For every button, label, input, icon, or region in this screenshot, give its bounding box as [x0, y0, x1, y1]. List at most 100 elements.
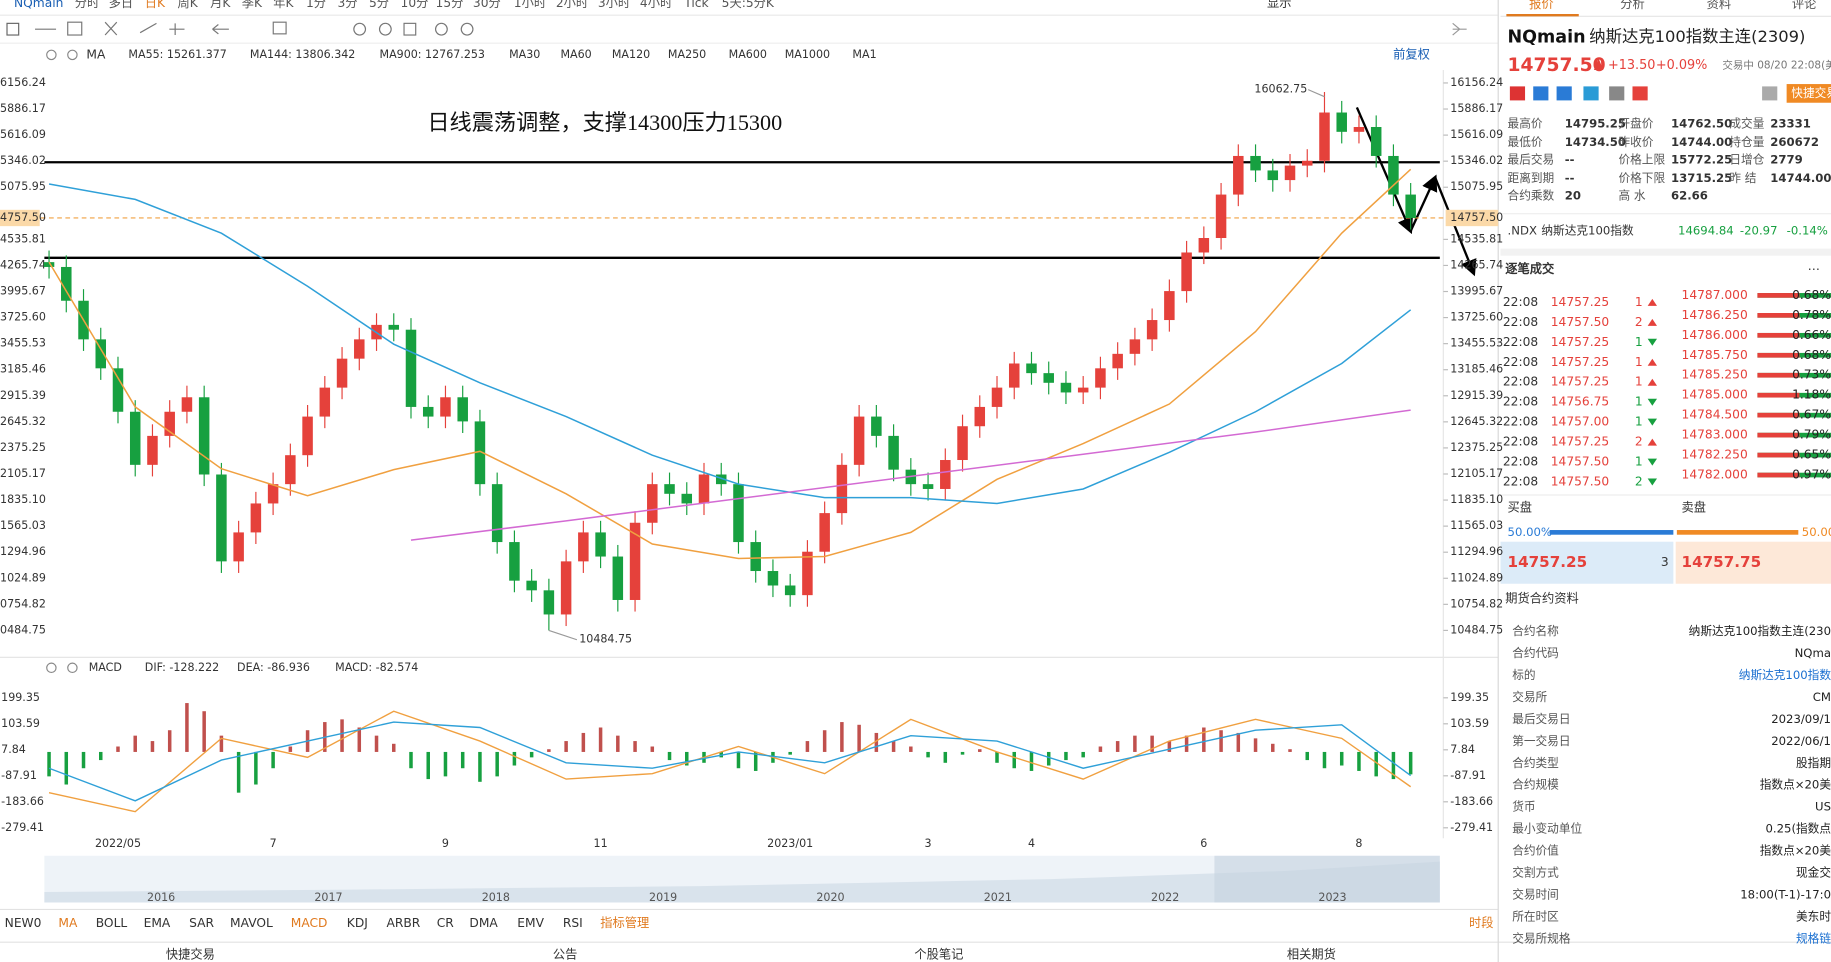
quick-trade-button[interactable]: [1786, 84, 1831, 103]
candle-body: [216, 474, 227, 562]
macd-bar: [460, 751, 465, 769]
overview-window[interactable]: [1214, 855, 1440, 903]
level-price: 14785.250: [1682, 368, 1748, 382]
macd-bar: [167, 730, 172, 752]
bottom-bar-item[interactable]: 快捷交易: [166, 946, 215, 961]
bottom-bar-item[interactable]: 个股笔记: [914, 946, 963, 961]
y-tick-label: -183.66: [1450, 795, 1493, 808]
panel-tab[interactable]: 评论: [1792, 0, 1817, 11]
candle-body: [629, 522, 641, 600]
period-button[interactable]: 多日: [109, 0, 134, 10]
indicator-tab[interactable]: KDJ: [347, 916, 368, 930]
stat-label: 昨收价: [1618, 135, 1653, 149]
indicator-tab[interactable]: ARBR: [387, 916, 421, 930]
indicator-tab[interactable]: SAR: [189, 916, 214, 930]
info-value[interactable]: 规格链: [1796, 931, 1831, 945]
period-button[interactable]: 周K: [177, 0, 198, 10]
period-label[interactable]: 时段: [1469, 915, 1494, 930]
candle-body: [1284, 165, 1296, 181]
indicator-tab[interactable]: NEW0: [5, 916, 42, 930]
period-button[interactable]: 30分: [473, 0, 501, 10]
macd-bar: [254, 751, 258, 785]
y-tick-label: -183.66: [1, 795, 44, 808]
level-price: 14785.000: [1682, 388, 1748, 402]
indicator-tab[interactable]: RSI: [563, 916, 583, 930]
period-button[interactable]: 10分: [401, 0, 429, 10]
panel-tab[interactable]: 报价: [1529, 0, 1554, 11]
trade-direction: [1647, 418, 1658, 426]
macd-bar: [81, 751, 86, 769]
indicator-tab[interactable]: EMA: [144, 916, 171, 930]
quick-trade-label[interactable]: 快捷交易: [1791, 86, 1831, 100]
trade-direction: [1647, 478, 1658, 486]
period-button[interactable]: 4小时: [640, 0, 672, 10]
period-button[interactable]: 1小时: [514, 0, 546, 10]
overview-year: 2018: [482, 891, 510, 904]
y-tick-label: 15616.09: [0, 128, 46, 141]
macd-bar: [650, 746, 655, 752]
indicator-manage[interactable]: 指标管理: [600, 915, 649, 930]
more-icon[interactable]: ⋯: [1808, 262, 1820, 276]
y-tick-label: 13185.46: [1450, 363, 1503, 376]
trade-price: 14757.25: [1551, 375, 1609, 389]
info-value[interactable]: 纳斯达克100指数: [1739, 668, 1831, 682]
indicator-tab[interactable]: EMV: [517, 916, 544, 930]
period-button[interactable]: 5天:5分K: [722, 0, 775, 10]
macd-bar: [1012, 751, 1016, 769]
ma-legend-item: MA60: [561, 48, 592, 61]
stat-label: 合约乘数: [1508, 189, 1555, 203]
period-button[interactable]: 季K: [242, 0, 263, 10]
candle-body: [474, 421, 486, 485]
info-value: 纳斯达克100指数主连(230: [1689, 624, 1831, 638]
macd-bar: [1236, 732, 1241, 752]
indicator-tab[interactable]: MA: [58, 916, 78, 930]
adjust-mode[interactable]: 前复权: [1393, 46, 1430, 61]
macd-bar: [288, 746, 293, 752]
trade-price: 14757.00: [1551, 415, 1609, 429]
display-menu[interactable]: 显示: [1267, 0, 1292, 10]
indicator-tab[interactable]: MAVOL: [230, 916, 273, 930]
change-pct: +0.09%: [1656, 58, 1708, 73]
period-button[interactable]: 1分: [306, 0, 326, 10]
y-tick-label: 13455.53: [1450, 337, 1503, 350]
info-label: 最后交易日: [1512, 712, 1570, 726]
trade-direction: [1647, 358, 1658, 366]
period-button[interactable]: 3小时: [598, 0, 630, 10]
candle-body: [1250, 155, 1261, 171]
candle-body: [336, 358, 348, 388]
level-bar: [1757, 372, 1800, 378]
macd-bar: [788, 751, 792, 755]
period-button[interactable]: 月K: [210, 0, 231, 10]
indicator-tab[interactable]: DMA: [469, 916, 498, 930]
ma-legend-item: MA30: [509, 48, 540, 61]
info-value: 美东时: [1796, 909, 1831, 923]
trade-time: 22:08: [1503, 335, 1538, 349]
macd-bar: [133, 735, 137, 752]
macd-bar: [219, 735, 224, 752]
period-button[interactable]: 2小时: [556, 0, 588, 10]
y-tick-label: 13995.67: [0, 285, 46, 298]
period-button[interactable]: Tick: [683, 0, 709, 10]
x-tick-label: 3: [925, 837, 932, 850]
candle-body: [526, 580, 537, 591]
period-button[interactable]: 5分: [369, 0, 389, 10]
period-button[interactable]: 3分: [337, 0, 357, 10]
period-button[interactable]: 分时: [75, 0, 100, 10]
info-value: 指数点×20美: [1760, 844, 1831, 858]
macd-bar: [1253, 738, 1258, 752]
ask-box: [1675, 541, 1831, 584]
period-button[interactable]: 日K: [145, 0, 166, 10]
panel-tab[interactable]: 资料: [1707, 0, 1732, 11]
indicator-tab[interactable]: BOLL: [96, 916, 128, 930]
period-button[interactable]: 年K: [273, 0, 294, 10]
bottom-bar-item[interactable]: 相关期货: [1287, 946, 1336, 961]
period-button[interactable]: 15分: [436, 0, 464, 10]
indicator-tab[interactable]: MACD: [291, 916, 328, 930]
indicator-tab[interactable]: CR: [437, 916, 455, 930]
candle-body: [1026, 363, 1037, 374]
macd-bar: [1408, 751, 1413, 775]
y-tick-label: 11835.10: [0, 493, 46, 506]
bottom-bar-item[interactable]: 公告: [553, 947, 578, 961]
stat-value: 260672: [1770, 135, 1819, 149]
panel-tab[interactable]: 分析: [1620, 0, 1645, 11]
